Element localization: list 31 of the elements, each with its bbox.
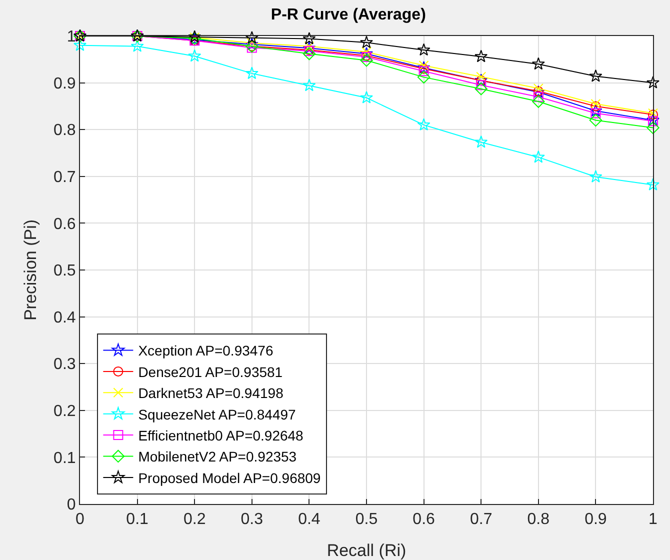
y-tick-label: 1 xyxy=(66,28,76,46)
legend-label: Xception AP=0.93476 xyxy=(138,342,274,359)
legend-label: Dense201 AP=0.93581 xyxy=(138,364,283,380)
y-tick-label: 0.7 xyxy=(54,169,76,186)
legend-label: SqueezeNet AP=0.84497 xyxy=(138,406,296,422)
x-tick-label: 0.2 xyxy=(183,511,206,528)
y-tick-label: 0.3 xyxy=(54,356,76,374)
legend-label: MobilenetV2 AP=0.92353 xyxy=(138,448,297,465)
y-tick-label: 0.6 xyxy=(54,216,76,233)
y-tick-label: 0.1 xyxy=(54,450,76,467)
x-tick-label: 0.9 xyxy=(584,511,607,528)
y-tick-label: 0 xyxy=(66,496,76,514)
chart-title: P-R Curve (Average) xyxy=(270,6,426,24)
legend-label: Proposed Model AP=0.96809 xyxy=(138,470,321,486)
legend-label: Darknet53 AP=0.94198 xyxy=(138,385,284,402)
x-tick-label: 0.8 xyxy=(527,511,550,528)
y-tick-label: 0.4 xyxy=(54,309,76,326)
y-tick-label: 0.9 xyxy=(54,75,76,92)
x-tick-label: 0.3 xyxy=(240,511,264,528)
x-tick-label: 0.4 xyxy=(298,511,320,528)
legend-label: Efficientnetb0 AP=0.92648 xyxy=(138,428,304,444)
x-tick-label: 1 xyxy=(648,511,658,528)
x-tick-label: 0.5 xyxy=(355,511,378,528)
x-tick-label: 0.6 xyxy=(412,511,436,528)
y-tick-label: 0.8 xyxy=(54,122,76,140)
y-tick-label: 0.5 xyxy=(54,262,76,280)
y-axis-title: Precision (Pi) xyxy=(21,219,40,321)
y-tick-label: 0.2 xyxy=(54,403,76,420)
x-axis-title: Recall (Ri) xyxy=(326,541,406,560)
x-tick-label: 0.1 xyxy=(126,511,149,528)
x-tick-label: 0.7 xyxy=(470,511,492,528)
